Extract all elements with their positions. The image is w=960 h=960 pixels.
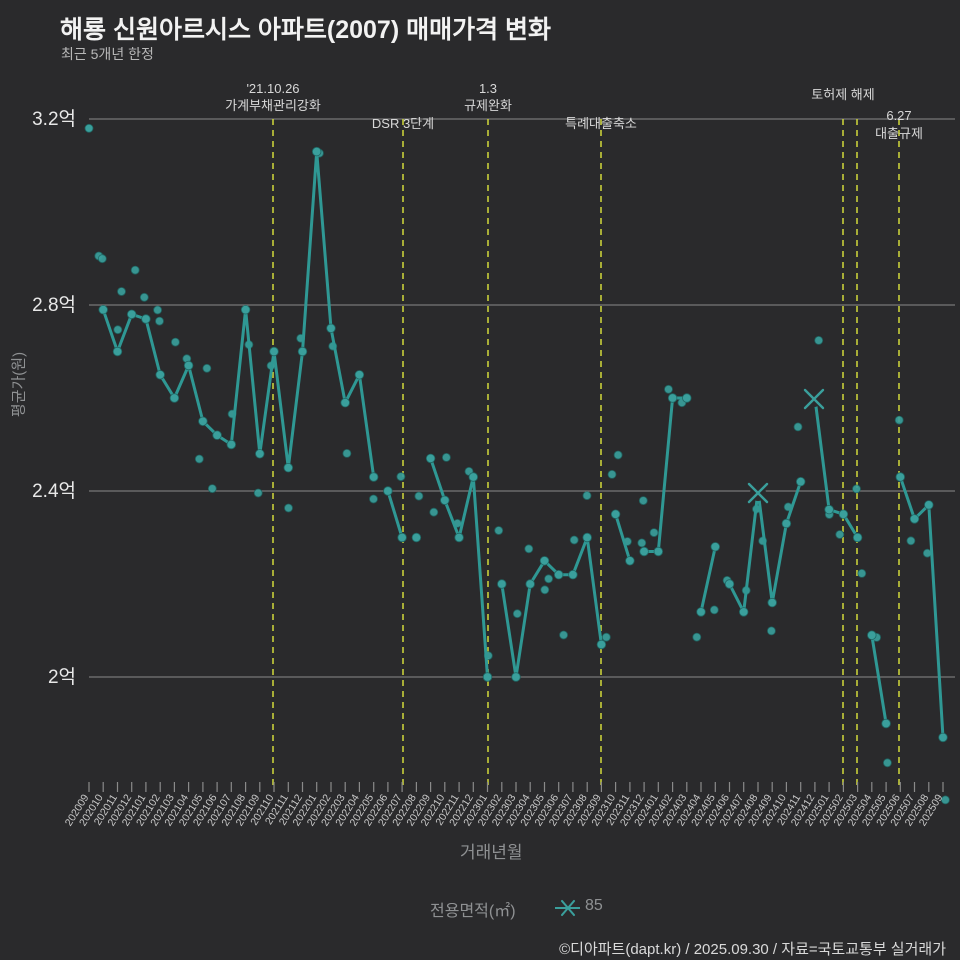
svg-text:2.4억: 2.4억: [32, 480, 76, 502]
svg-text:2.8억: 2.8억: [32, 294, 76, 316]
svg-text:1.3: 1.3: [479, 81, 497, 96]
svg-text:규제완화: 규제완화: [464, 98, 512, 113]
svg-text:'21.10.26: '21.10.26: [246, 81, 299, 96]
svg-text:가계부채관리강화: 가계부채관리강화: [225, 98, 321, 113]
svg-text:6.27: 6.27: [886, 108, 911, 123]
svg-text:대출규제: 대출규제: [875, 126, 923, 141]
svg-text:3.2억: 3.2억: [32, 108, 76, 130]
svg-text:2억: 2억: [48, 666, 76, 688]
svg-text:토허제 해제: 토허제 해제: [811, 87, 874, 102]
svg-text:특례대출축소: 특례대출축소: [565, 116, 637, 131]
svg-text:DSR 3단계: DSR 3단계: [372, 116, 434, 131]
